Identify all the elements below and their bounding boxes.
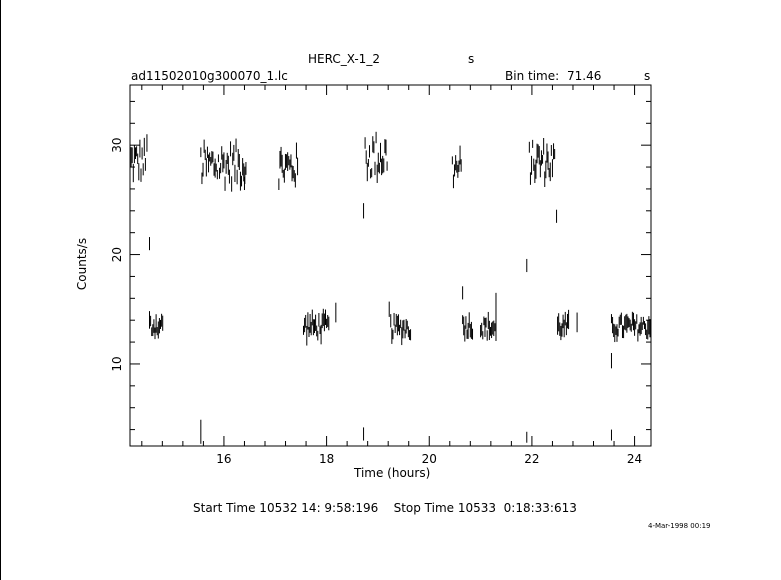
object-title: HERC_X-1_2	[308, 52, 380, 66]
y-tick-label: 30	[110, 138, 124, 153]
y-tick-label: 20	[110, 247, 124, 262]
x-axis-label: Time (hours)	[354, 466, 431, 480]
object-title-suffix: s	[468, 52, 475, 66]
time-range-label: Start Time 10532 14: 9:58:196 Stop Time …	[193, 501, 577, 515]
bin-time-label: Bin time:	[505, 69, 560, 83]
x-tick-label: 16	[216, 452, 231, 466]
bin-time-unit: s	[644, 69, 651, 83]
y-tick-label: 10	[110, 356, 124, 371]
x-tick-label: 22	[524, 452, 539, 466]
x-tick-label: 20	[422, 452, 437, 466]
plot-frame	[129, 84, 652, 447]
bin-time-value: 71.46	[567, 69, 602, 83]
x-tick-label: 18	[319, 452, 334, 466]
y-axis-label: Counts/s	[75, 237, 89, 291]
x-tick-label: 24	[627, 452, 642, 466]
window-left-edge	[0, 0, 1, 580]
date-stamp: 4-Mar-1998 00:19	[648, 522, 711, 530]
filename-label: ad11502010g300070_1.lc	[131, 69, 288, 83]
